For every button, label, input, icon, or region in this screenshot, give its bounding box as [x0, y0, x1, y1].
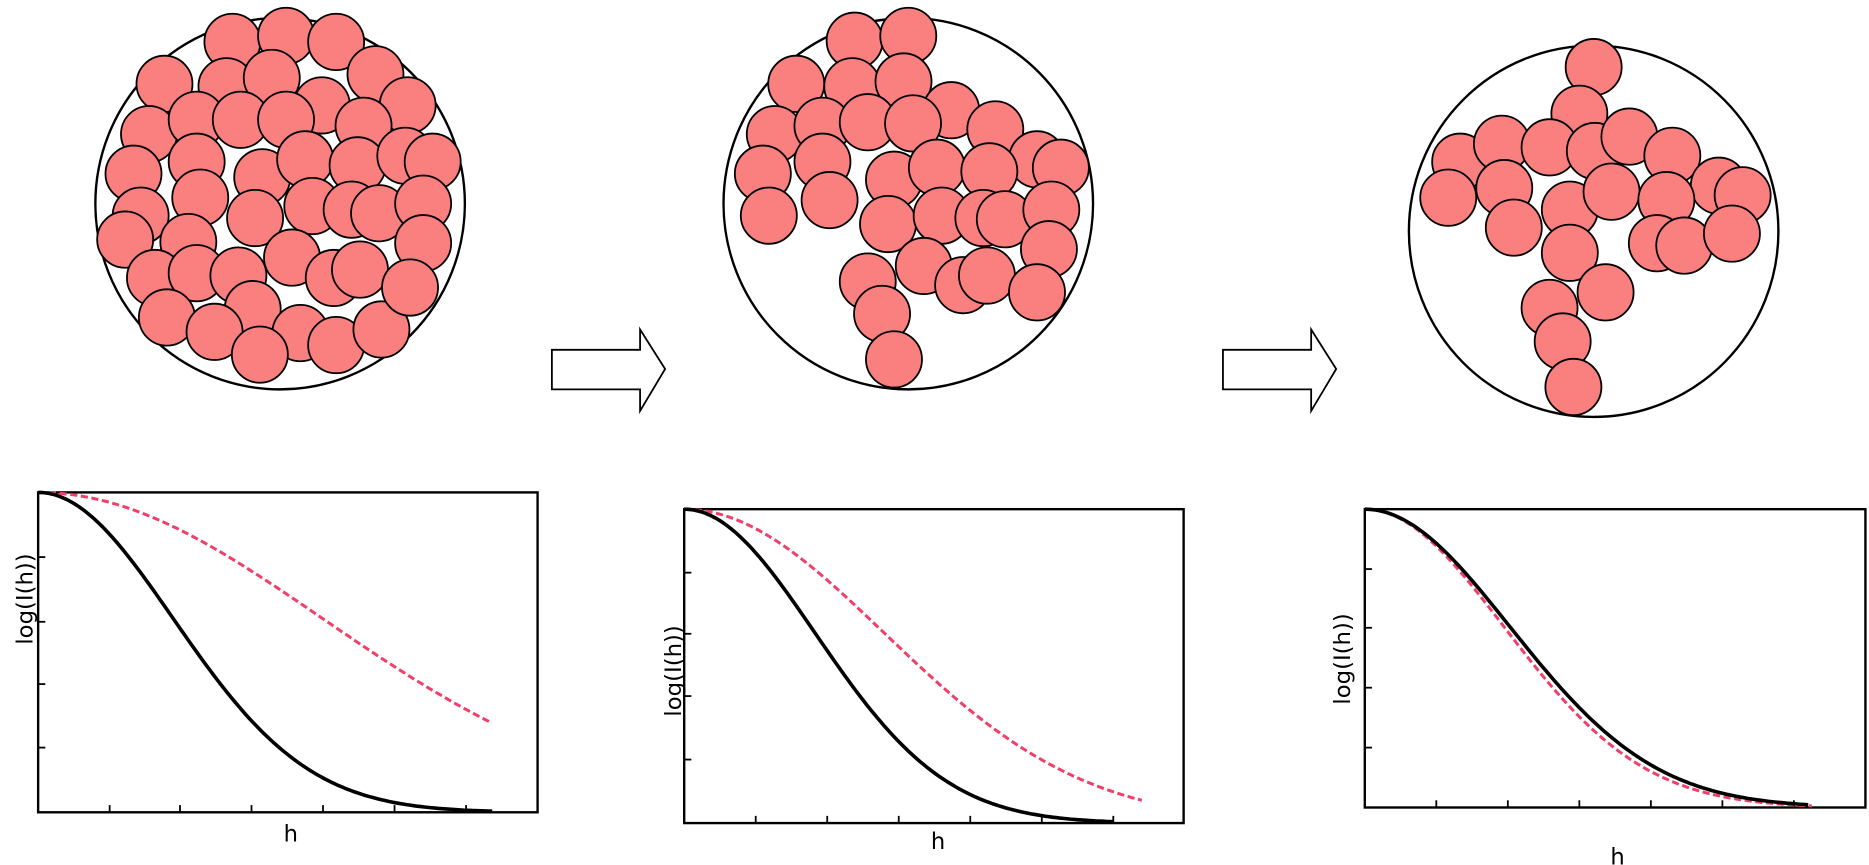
particle [1545, 359, 1601, 415]
particle [1486, 199, 1542, 255]
y-axis-label: log(I(h)) [1330, 613, 1356, 704]
x-axis-label: h [931, 829, 945, 855]
particle-packings [95, 8, 1778, 417]
x-axis-label: h [1610, 844, 1624, 865]
particle [1584, 164, 1640, 220]
particle [802, 172, 858, 228]
particle [1704, 205, 1760, 261]
x-axis-label: h [284, 822, 298, 848]
model-curve [38, 492, 492, 723]
y-axis-label: log(I(h)) [13, 553, 39, 644]
data-curve [1365, 509, 1808, 805]
data-curve [38, 492, 492, 811]
particle [741, 187, 797, 243]
particle [1656, 217, 1712, 273]
y-axis-label: log(I(h)) [661, 625, 687, 716]
particle [382, 259, 438, 315]
plot-frame [1365, 509, 1866, 807]
particle [332, 241, 388, 297]
particle [1578, 264, 1634, 320]
plot: log(I(h)) h [13, 492, 538, 847]
plot: log(I(h)) h [661, 509, 1183, 855]
particle [959, 247, 1015, 303]
particle [866, 331, 922, 387]
particle [232, 326, 288, 382]
figure: log(I(h)) h log(I(h)) h log(I(h)) h [0, 0, 1869, 865]
plot: log(I(h)) h [1330, 509, 1866, 865]
particle [1420, 170, 1476, 226]
particle [1009, 264, 1065, 320]
arrow [1223, 329, 1336, 410]
arrow [552, 329, 665, 410]
data-curve [684, 509, 1113, 821]
plots: log(I(h)) h log(I(h)) h log(I(h)) h [13, 492, 1866, 865]
model-curve [1365, 509, 1812, 806]
